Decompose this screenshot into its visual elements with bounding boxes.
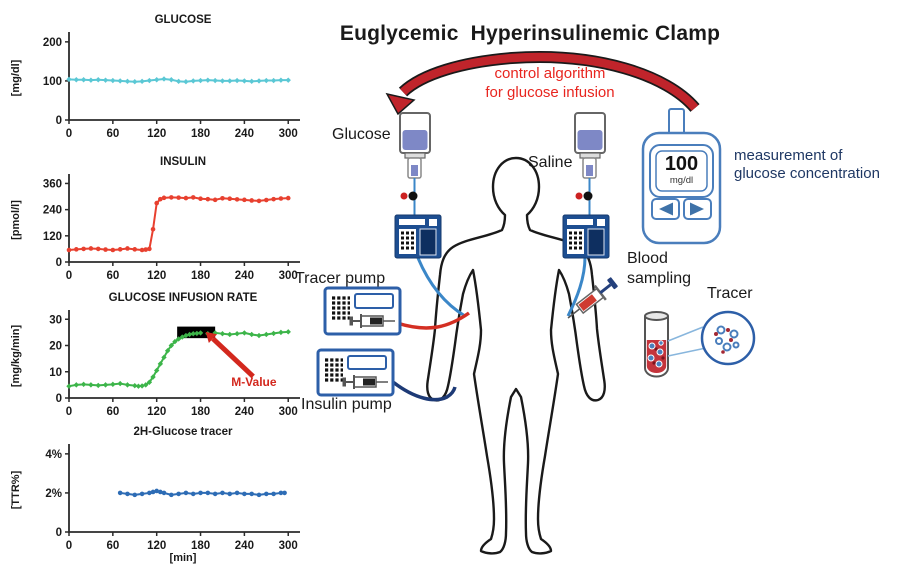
svg-text:0: 0 <box>66 406 72 418</box>
svg-text:GLUCOSE: GLUCOSE <box>155 14 212 26</box>
svg-text:300: 300 <box>279 406 298 418</box>
svg-text:0: 0 <box>66 540 72 552</box>
magnifier-line-top <box>667 326 704 342</box>
control-algorithm-arrow <box>385 51 700 116</box>
svg-text:60: 60 <box>106 406 119 418</box>
glucose-infusion-tube <box>416 257 466 318</box>
tracer-pump-label: Tracer pump <box>295 270 386 287</box>
svg-text:0: 0 <box>66 128 72 140</box>
insulin-tube <box>391 380 457 402</box>
meter-display <box>655 150 708 192</box>
tracer-magnifier-circle <box>700 310 756 366</box>
right-arrow-icon <box>690 202 704 216</box>
svg-text:240: 240 <box>43 205 62 217</box>
control-algorithm-label: control algorithm for glucose infusion <box>455 64 645 102</box>
control-algorithm-line1: control algorithm <box>494 65 606 82</box>
svg-text:60: 60 <box>106 540 119 552</box>
saline-infusion-pump-device <box>562 214 610 259</box>
svg-text:240: 240 <box>235 128 254 140</box>
svg-text:100: 100 <box>43 76 62 88</box>
svg-text:120: 120 <box>147 270 166 282</box>
svg-text:360: 360 <box>43 178 62 190</box>
svg-text:300: 300 <box>279 128 298 140</box>
svg-text:180: 180 <box>191 270 210 282</box>
glucose-bag-label: Glucose <box>332 126 391 143</box>
test-strip <box>668 108 685 136</box>
tracer-chart: 2H-Glucose tracer 0 2% 4% 0 60 120 180 240 300 [TT… <box>10 426 300 564</box>
magnifier-line-bottom <box>667 347 707 357</box>
svg-text:2%: 2% <box>45 488 62 500</box>
glucose-iv-bag <box>399 112 431 215</box>
svg-text:200: 200 <box>43 37 62 49</box>
insulin-chart: INSULIN 0 120 240 360 0 60 120 180 240 300 [pmol/l] <box>10 156 300 282</box>
svg-text:[pmol/l]: [pmol/l] <box>10 200 22 240</box>
tracer-label: Tracer <box>707 285 753 302</box>
svg-text:60: 60 <box>106 270 119 282</box>
blood-syringe <box>567 277 618 319</box>
svg-text:120: 120 <box>43 231 62 243</box>
meter-value: 100 <box>664 153 699 175</box>
glucose-infusion-pump-device <box>394 214 442 259</box>
svg-text:180: 180 <box>191 406 210 418</box>
svg-text:240: 240 <box>235 406 254 418</box>
svg-text:10: 10 <box>49 367 62 379</box>
svg-text:20: 20 <box>49 341 62 353</box>
svg-text:240: 240 <box>235 540 254 552</box>
saline-bag-label: Saline <box>528 154 573 171</box>
svg-text:0: 0 <box>56 115 62 127</box>
svg-text:180: 180 <box>191 128 210 140</box>
svg-text:120: 120 <box>147 128 166 140</box>
svg-text:2H-Glucose tracer: 2H-Glucose tracer <box>133 426 233 438</box>
svg-text:300: 300 <box>279 540 298 552</box>
svg-text:240: 240 <box>235 270 254 282</box>
control-algorithm-line2: for glucose infusion <box>485 84 615 102</box>
svg-text:0: 0 <box>66 270 72 282</box>
svg-text:30: 30 <box>49 314 62 326</box>
insulin-pump-label: Insulin pump <box>301 396 392 413</box>
left-arrow-icon <box>659 202 673 216</box>
body-silhouette <box>426 156 606 555</box>
svg-text:[TTR%]: [TTR%] <box>10 470 22 509</box>
svg-text:0: 0 <box>56 393 62 405</box>
svg-text:300: 300 <box>279 270 298 282</box>
svg-text:60: 60 <box>106 128 119 140</box>
svg-text:INSULIN: INSULIN <box>160 156 206 168</box>
saline-infusion-tube <box>566 256 587 317</box>
tracer-tube <box>396 311 471 330</box>
svg-text:4%: 4% <box>45 449 62 461</box>
svg-text:[min]: [min] <box>170 552 197 564</box>
meter-unit: mg/dl <box>669 175 694 186</box>
clamp-diagram <box>316 51 756 555</box>
svg-text:0: 0 <box>56 257 62 269</box>
saline-iv-bag <box>574 112 606 215</box>
measurement-label: measurement of glucose concentration <box>734 147 880 183</box>
svg-text:[mg/dl]: [mg/dl] <box>10 59 22 96</box>
svg-text:0: 0 <box>56 527 62 539</box>
svg-text:120: 120 <box>147 540 166 552</box>
svg-text:120: 120 <box>147 406 166 418</box>
svg-text:180: 180 <box>191 540 210 552</box>
figure-title: Euglycemic Hyperinsulinemic Clamp <box>339 22 721 45</box>
tracer-syringe-pump <box>323 286 402 336</box>
svg-text:[mg/kg/min]: [mg/kg/min] <box>10 325 22 388</box>
svg-text:GLUCOSE INFUSION RATE: GLUCOSE INFUSION RATE <box>109 292 258 304</box>
insulin-syringe-pump <box>316 348 395 397</box>
blood-sample-tube <box>644 311 669 378</box>
glucose-meter <box>641 108 722 245</box>
svg-text:M-Value: M-Value <box>231 375 277 389</box>
blood-sampling-label: Blood sampling <box>627 250 692 287</box>
glucose-chart: GLUCOSE 0 100 200 0 60 120 180 240 300 [mg/dl] <box>10 14 300 140</box>
